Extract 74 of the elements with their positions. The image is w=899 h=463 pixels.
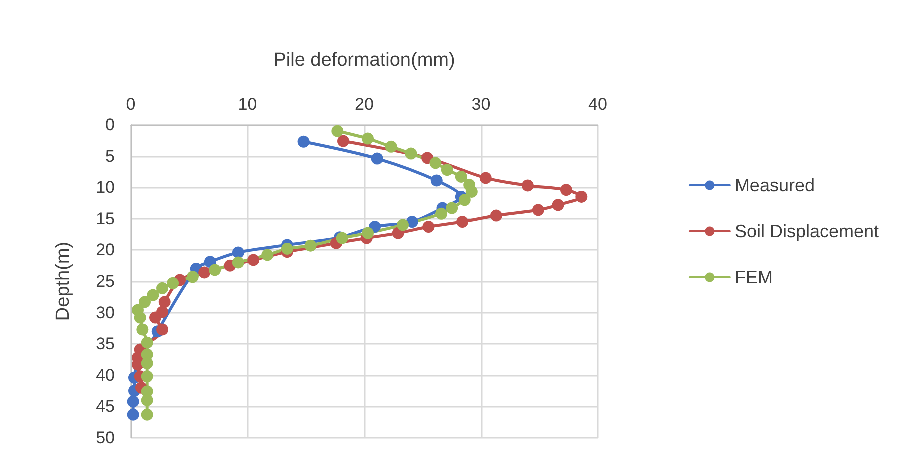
point	[298, 136, 310, 148]
point	[198, 266, 211, 279]
point	[248, 254, 260, 266]
x-axis-title: Pile deformation(mm)	[274, 50, 456, 71]
point	[156, 282, 169, 294]
point	[406, 216, 418, 228]
y-tick-label: 35	[96, 334, 115, 354]
point	[466, 186, 478, 198]
point	[362, 227, 374, 240]
point	[156, 324, 169, 336]
point	[158, 296, 171, 308]
x-tick-label: 20	[355, 95, 374, 114]
x-tick-label: 0	[126, 95, 136, 114]
point	[385, 140, 398, 153]
point	[332, 125, 344, 138]
point	[127, 408, 140, 421]
legend-label: FEM	[734, 268, 773, 288]
point	[127, 396, 140, 408]
point	[576, 190, 588, 203]
point	[147, 289, 160, 302]
y-axis-title: Depth(m)	[53, 242, 74, 322]
point	[141, 358, 154, 370]
y-tick-label: 30	[96, 303, 115, 322]
y-tick-label: 25	[96, 272, 115, 291]
y-tick-label: 10	[96, 178, 115, 198]
point	[430, 157, 442, 170]
point	[186, 271, 199, 284]
x-tick-label: 10	[238, 95, 258, 114]
point	[490, 210, 502, 222]
point	[422, 152, 434, 164]
y-tick-label: 40	[96, 366, 115, 385]
point	[304, 240, 317, 252]
point	[281, 242, 294, 255]
y-tick-label: 0	[106, 116, 115, 134]
point	[532, 204, 544, 216]
point	[436, 208, 448, 220]
point	[552, 199, 564, 212]
legend-label: Measured	[734, 176, 815, 196]
point	[422, 221, 435, 234]
y-tick-label: 15	[96, 209, 115, 228]
y-tick-label: 50	[96, 428, 115, 448]
point	[262, 249, 274, 262]
y-tick-label: 45	[96, 397, 115, 416]
point	[209, 264, 222, 276]
point	[446, 202, 458, 214]
point	[560, 184, 572, 196]
point	[167, 277, 180, 290]
point	[456, 216, 469, 228]
point	[141, 370, 154, 383]
point	[337, 135, 350, 148]
point	[232, 256, 244, 269]
point	[480, 172, 492, 184]
point	[397, 219, 410, 232]
x-tick-label: 40	[588, 95, 608, 114]
point	[371, 152, 384, 165]
x-tick-label: 30	[472, 95, 491, 114]
point	[336, 232, 348, 244]
point	[430, 174, 443, 187]
point	[458, 194, 471, 206]
y-tick-label: 20	[96, 240, 115, 260]
point	[441, 164, 454, 176]
point	[232, 246, 244, 259]
point	[405, 148, 418, 160]
point	[455, 170, 468, 183]
point	[141, 336, 154, 349]
point	[522, 180, 534, 192]
point	[141, 408, 154, 421]
point	[136, 324, 149, 336]
point	[362, 132, 374, 145]
y-tick-label: 5	[106, 146, 115, 166]
point	[134, 312, 146, 324]
point	[150, 312, 162, 324]
legend-label: Soil Displacement	[734, 222, 879, 242]
point	[139, 296, 152, 308]
